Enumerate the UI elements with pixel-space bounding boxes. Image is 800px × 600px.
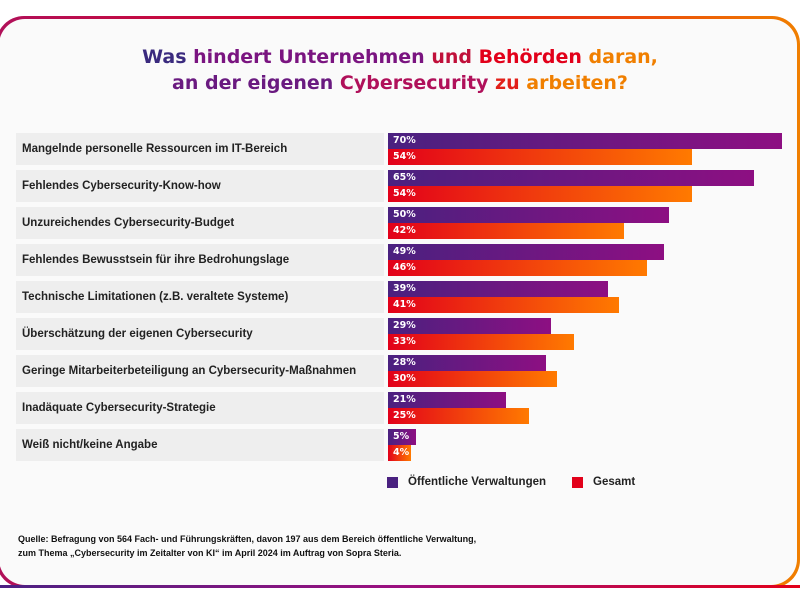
title-part: Was bbox=[142, 46, 194, 68]
bar-gesamt: 41% bbox=[388, 297, 619, 313]
chart-title: Was hindert Unternehmen und Behörden dar… bbox=[0, 44, 800, 96]
data-label: 25% bbox=[393, 410, 416, 421]
source-line-1: Quelle: Befragung von 564 Fach- und Führ… bbox=[18, 534, 477, 544]
bar-gesamt: 4% bbox=[388, 445, 411, 461]
source-note: Quelle: Befragung von 564 Fach- und Führ… bbox=[18, 532, 476, 560]
title-part: hindert Unternehmen bbox=[193, 46, 432, 68]
data-label: 42% bbox=[393, 225, 416, 236]
bar-gesamt: 42% bbox=[388, 223, 625, 239]
data-label: 50% bbox=[393, 209, 416, 220]
title-part: daran, bbox=[588, 46, 658, 68]
data-label: 70% bbox=[393, 135, 416, 146]
bar-oeffentliche-verwaltungen: 39% bbox=[388, 281, 608, 297]
category-label: Fehlendes Cybersecurity-Know-how bbox=[16, 170, 384, 202]
category-label: Unzureichendes Cybersecurity-Budget bbox=[16, 207, 384, 239]
title-part: und bbox=[431, 46, 479, 68]
bar-oeffentliche-verwaltungen: 28% bbox=[388, 355, 546, 371]
bar-oeffentliche-verwaltungen: 65% bbox=[388, 170, 754, 186]
bar-gesamt: 54% bbox=[388, 186, 692, 202]
legend-label-total: Gesamt bbox=[593, 476, 636, 488]
bar-oeffentliche-verwaltungen: 49% bbox=[388, 244, 664, 260]
bar-oeffentliche-verwaltungen: 50% bbox=[388, 207, 670, 223]
data-label: 5% bbox=[393, 431, 410, 442]
bar-gesamt: 33% bbox=[388, 334, 574, 350]
card-bottom-border bbox=[0, 560, 800, 588]
bar-gesamt: 46% bbox=[388, 260, 647, 276]
title-part: an der eigenen bbox=[172, 72, 340, 94]
legend: Öffentliche Verwaltungen Gesamt bbox=[387, 476, 635, 488]
bar-gesamt: 25% bbox=[388, 408, 529, 424]
data-label: 28% bbox=[393, 357, 416, 368]
category-label: Weiß nicht/keine Angabe bbox=[16, 429, 384, 461]
bar-gesamt: 54% bbox=[388, 149, 692, 165]
category-label: Technische Limitationen (z.B. veraltete … bbox=[16, 281, 384, 313]
data-label: 33% bbox=[393, 336, 416, 347]
legend-swatch-public bbox=[387, 476, 398, 488]
bar-oeffentliche-verwaltungen: 70% bbox=[388, 133, 782, 149]
bar-oeffentliche-verwaltungen: 21% bbox=[388, 392, 507, 408]
bar-oeffentliche-verwaltungen: 29% bbox=[388, 318, 552, 334]
title-part: Behörden bbox=[478, 46, 589, 68]
legend-swatch-total bbox=[572, 476, 584, 488]
title-part: arbeiten? bbox=[526, 72, 628, 94]
data-label: 54% bbox=[393, 151, 416, 162]
category-label: Fehlendes Bewusstsein für ihre Bedrohung… bbox=[16, 244, 384, 276]
title-part: zu bbox=[495, 72, 527, 94]
source-line-2: zum Thema „Cybersecurity im Zeitalter vo… bbox=[18, 548, 402, 558]
bar-gesamt: 30% bbox=[388, 371, 557, 387]
data-label: 29% bbox=[393, 320, 416, 331]
data-label: 54% bbox=[393, 188, 416, 199]
title-part: Cybersecurity bbox=[339, 72, 496, 94]
category-label: Überschätzung der eigenen Cybersecurity bbox=[16, 318, 384, 350]
bar-oeffentliche-verwaltungen: 5% bbox=[388, 429, 417, 445]
category-label: Mangelnde personelle Ressourcen im IT-Be… bbox=[16, 133, 384, 165]
data-label: 39% bbox=[393, 283, 416, 294]
data-label: 65% bbox=[393, 172, 416, 183]
legend-label-public: Öffentliche Verwaltungen bbox=[408, 476, 547, 488]
data-label: 30% bbox=[393, 373, 416, 384]
data-label: 46% bbox=[393, 262, 416, 273]
category-label: Inadäquate Cybersecurity-Strategie bbox=[16, 392, 384, 424]
category-label: Geringe Mitarbeiterbeteiligung an Cybers… bbox=[16, 355, 384, 387]
data-label: 4% bbox=[393, 447, 410, 458]
data-label: 41% bbox=[393, 299, 416, 310]
data-label: 49% bbox=[393, 246, 416, 257]
data-label: 21% bbox=[393, 394, 416, 405]
